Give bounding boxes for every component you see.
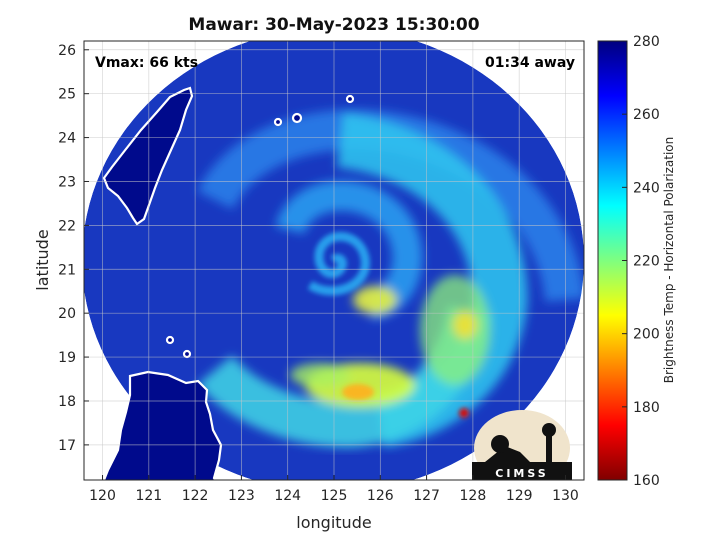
x-tick-label: 120 xyxy=(89,488,116,504)
x-tick-label: 127 xyxy=(413,488,440,504)
brightness-temp-field xyxy=(84,41,584,480)
hot-spot-south xyxy=(342,384,374,400)
colorbar-tick-label: 160 xyxy=(633,473,660,489)
cimss-logo: CIMSS xyxy=(472,410,572,480)
y-tick-label: 21 xyxy=(58,262,76,278)
x-tick-label: 130 xyxy=(552,488,579,504)
island-4 xyxy=(182,349,192,359)
chart-title: Mawar: 30-May-2023 15:30:00 xyxy=(188,15,479,35)
plot-area: CIMSS Vmax: 66 kts 01:34 away xyxy=(84,41,584,480)
mainland-edge xyxy=(84,41,104,90)
colorbar-tick-label: 240 xyxy=(633,180,660,196)
rainband-outer-north xyxy=(197,109,584,303)
core-yellow-east xyxy=(453,311,477,339)
colorbar-tick-label: 220 xyxy=(633,254,660,270)
time-offset-annotation: 01:34 away xyxy=(485,55,575,71)
x-tick-label: 126 xyxy=(367,488,394,504)
colorbar-tick-label: 260 xyxy=(633,107,660,123)
luzon-island xyxy=(102,370,223,480)
colorbar: 280 260 240 220 200 180 160 Brightness Temp - … xyxy=(597,34,676,489)
y-tick-label: 25 xyxy=(58,87,76,103)
grid-lines xyxy=(84,41,584,480)
coastlines xyxy=(84,41,355,480)
colorbar-tick-label: 180 xyxy=(633,400,660,416)
x-axis-label: longitude xyxy=(296,513,371,532)
core-green-sw xyxy=(290,363,350,387)
x-tick-label: 125 xyxy=(321,488,348,504)
cimss-logo-text: CIMSS xyxy=(495,467,548,480)
island-2 xyxy=(291,112,303,124)
vmax-annotation: Vmax: 66 kts xyxy=(95,55,198,71)
colorbar-ticks: 280 260 240 220 200 180 160 xyxy=(622,34,660,489)
y-tick-label: 22 xyxy=(58,218,76,234)
x-tick-label: 128 xyxy=(460,488,487,504)
x-tick-label: 124 xyxy=(274,488,301,504)
y-axis: 17 18 19 20 21 22 23 24 25 26 xyxy=(58,43,89,454)
y-tick-label: 20 xyxy=(58,306,76,322)
colorbar-label: Brightness Temp - Horizontal Polarizatio… xyxy=(662,137,676,384)
colorbar-tick-label: 200 xyxy=(633,327,660,343)
eye-spiral xyxy=(307,232,370,296)
x-tick-label: 122 xyxy=(182,488,209,504)
core-yellow-mid xyxy=(353,286,397,314)
y-tick-label: 26 xyxy=(58,43,76,59)
colorbar-tick-label: 280 xyxy=(633,34,660,50)
rainband-inner xyxy=(275,180,423,320)
y-tick-label: 18 xyxy=(58,394,76,410)
cold-spot xyxy=(459,408,469,418)
x-tick-label: 121 xyxy=(135,488,162,504)
y-tick-label: 24 xyxy=(58,131,76,147)
x-axis: 120 121 122 123 124 125 126 127 128 129 130 xyxy=(89,475,579,504)
x-tick-label: 129 xyxy=(506,488,533,504)
y-axis-label: latitude xyxy=(33,229,52,290)
island-3 xyxy=(345,94,355,104)
y-tick-label: 19 xyxy=(58,350,76,366)
island-5 xyxy=(165,335,175,345)
x-tick-label: 123 xyxy=(228,488,255,504)
island-1 xyxy=(273,117,283,127)
y-tick-label: 17 xyxy=(58,438,76,454)
y-tick-label: 23 xyxy=(58,174,76,190)
